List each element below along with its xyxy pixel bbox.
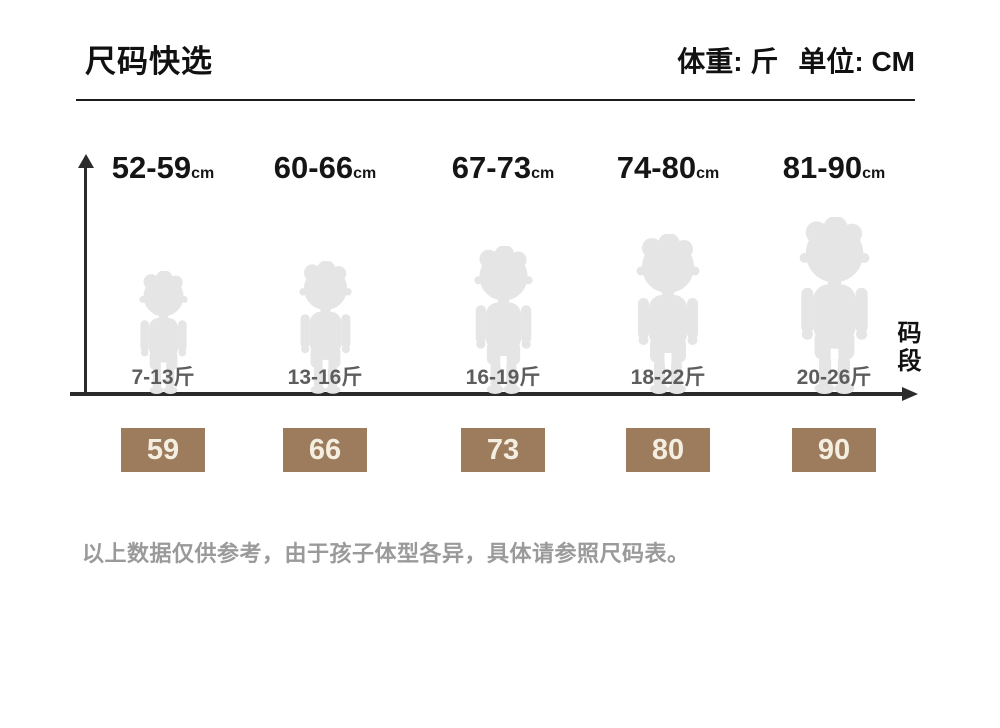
y-axis-line — [84, 167, 87, 394]
unit-info: 体重: 斤 单位: CM — [677, 40, 915, 80]
size-badge: 59 — [121, 428, 205, 472]
height-unit: cm — [191, 165, 215, 182]
x-axis-arrow-icon — [902, 387, 918, 401]
disclaimer-note: 以上数据仅供参考，由于孩子体型各异，具体请参照尺码表。 — [82, 541, 690, 566]
weight-range-label: 13-16斤 — [287, 366, 363, 389]
size-badge: 90 — [792, 428, 876, 472]
height-unit: cm — [353, 165, 377, 182]
height-range-value: 60-66 — [273, 150, 354, 185]
size-badge: 80 — [626, 428, 710, 472]
height-range-label: 74-80cm — [578, 150, 758, 186]
height-unit: cm — [531, 165, 555, 182]
page-title: 尺码快选 — [85, 44, 213, 79]
weight-range-label: 18-22斤 — [630, 366, 706, 389]
height-range-label: 81-90cm — [744, 150, 924, 186]
height-range-value: 67-73 — [451, 150, 532, 185]
weight-range-label: 16-19斤 — [465, 366, 541, 389]
size-badge: 66 — [283, 428, 367, 472]
header-divider — [76, 99, 915, 101]
height-unit: cm — [862, 165, 886, 182]
x-axis-line — [70, 392, 905, 396]
length-unit-label: 单位: CM — [798, 46, 915, 77]
y-axis-arrow-icon — [78, 154, 94, 168]
x-axis-label: 码段 — [893, 320, 920, 376]
height-range-value: 74-80 — [616, 150, 697, 185]
height-unit: cm — [696, 165, 720, 182]
height-range-label: 67-73cm — [413, 150, 593, 186]
weight-unit-label: 体重: 斤 — [677, 46, 779, 77]
height-range-label: 60-66cm — [235, 150, 415, 186]
height-range-label: 52-59cm — [73, 150, 253, 186]
height-range-value: 52-59 — [111, 150, 192, 185]
weight-range-label: 20-26斤 — [796, 366, 872, 389]
size-badge: 73 — [461, 428, 545, 472]
weight-range-label: 7-13斤 — [131, 366, 195, 389]
height-range-value: 81-90 — [782, 150, 863, 185]
